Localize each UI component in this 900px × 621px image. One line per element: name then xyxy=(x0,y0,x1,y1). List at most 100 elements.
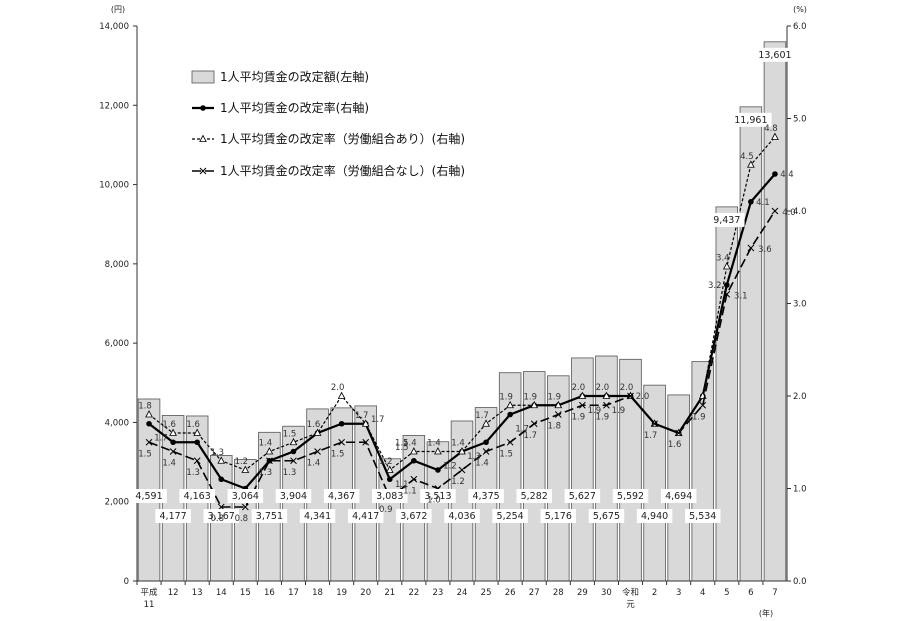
rate-without-union-label: 1.4 xyxy=(475,459,489,469)
rate-overall-label: 4.4 xyxy=(780,170,794,180)
amount-label-bg xyxy=(540,509,577,523)
marker-rate-with-union xyxy=(578,391,587,399)
x-axis-tick-label: 16 xyxy=(264,588,275,598)
marker-rate-without-union xyxy=(723,290,731,298)
marker-rate-without-union xyxy=(699,401,707,409)
amount-label-bg xyxy=(347,509,384,523)
x-axis-tick-label: 7 xyxy=(772,588,777,598)
legend-marker xyxy=(199,167,207,175)
amount-label-bg xyxy=(203,509,240,523)
marker-rate-without-union xyxy=(530,420,538,428)
rate-overall-label: 3.2 xyxy=(708,281,722,291)
left-axis-unit: (円) xyxy=(111,5,125,14)
marker-rate-with-union xyxy=(217,456,226,464)
marker-rate-overall xyxy=(170,439,176,446)
amount-label-bg xyxy=(660,489,697,503)
left-axis-tick-label: 8,000 xyxy=(105,260,129,270)
rate-overall-label: 1.9 xyxy=(612,406,626,416)
marker-rate-without-union xyxy=(579,401,586,409)
marker-rate-without-union xyxy=(266,457,273,465)
amount-label: 5,592 xyxy=(617,491,644,502)
marker-rate-overall xyxy=(724,282,730,288)
legend-swatch-amount xyxy=(191,70,215,84)
x-axis-tick-label: 18 xyxy=(312,588,323,598)
rate-without-union-label: 1.4 xyxy=(307,459,321,469)
marker-rate-without-union xyxy=(771,207,779,215)
amount-label: 13,601 xyxy=(758,50,791,61)
amount-label-bg xyxy=(299,509,336,523)
marker-rate-overall xyxy=(338,420,345,427)
rate-with-union-label: 2.0 xyxy=(620,383,634,393)
amount-label-bg xyxy=(179,489,215,503)
rate-overall-label: 1.9 xyxy=(588,406,602,416)
marker-rate-with-union xyxy=(289,437,298,446)
right-axis-tick-label: 3.0 xyxy=(793,300,807,310)
right-axis-tick-label: 0.0 xyxy=(793,577,807,587)
rate-with-union-label: 4.5 xyxy=(740,152,754,162)
x-axis-tick-label: 27 xyxy=(529,588,540,598)
marker-rate-without-union xyxy=(747,244,755,252)
marker-rate-without-union xyxy=(290,457,297,465)
legend-marker xyxy=(199,134,207,142)
rate-with-union-label: 1.4 xyxy=(427,439,441,449)
rate-without-union-label: 1.5 xyxy=(331,449,345,459)
x-axis-tick-label: 19 xyxy=(336,588,347,598)
marker-rate-with-union xyxy=(241,465,250,473)
rate-without-union-label: 3.1 xyxy=(734,291,748,301)
amount-label: 4,591 xyxy=(135,491,162,502)
rate-with-union-label: 1.9 xyxy=(523,392,537,402)
left-axis-tick-label: 0 xyxy=(124,577,129,587)
rate-with-union-label: 4.8 xyxy=(764,124,778,134)
left-axis-tick-label: 12,000 xyxy=(99,101,129,111)
x-axis-tick-label: 28 xyxy=(553,588,564,598)
x-axis-tick-label: 22 xyxy=(408,588,419,598)
amount-label-bg xyxy=(636,509,673,523)
marker-rate-with-union xyxy=(771,132,779,140)
marker-rate-with-union xyxy=(145,410,153,418)
marker-rate-with-union xyxy=(169,428,177,436)
amount-label: 9,437 xyxy=(713,215,740,226)
rate-without-union-label: 1.7 xyxy=(523,431,537,441)
marker-rate-overall xyxy=(386,476,393,483)
marker-rate-without-union xyxy=(506,438,514,446)
marker-rate-overall xyxy=(411,457,417,464)
x-axis-tick-label: 29 xyxy=(577,588,588,598)
amount-label-bg xyxy=(754,47,796,62)
amount-label: 11,961 xyxy=(734,115,767,126)
rate-overall-label: 2.0 xyxy=(636,392,650,402)
amount-label-bg xyxy=(684,509,721,523)
marker-rate-with-union xyxy=(409,447,418,455)
amount-label: 3,083 xyxy=(376,491,403,502)
amount-label: 4,940 xyxy=(641,511,668,522)
marker-rate-with-union xyxy=(602,391,611,399)
amount-label: 3,167 xyxy=(208,511,235,522)
amount-label: 5,176 xyxy=(545,511,572,522)
marker-rate-overall xyxy=(146,420,152,427)
rate-with-union-label: 1.9 xyxy=(499,392,513,402)
amount-label-bg xyxy=(709,212,745,227)
marker-rate-without-union xyxy=(145,438,153,446)
x-axis-tick-label: 21 xyxy=(384,588,395,598)
x-axis-tick-label: 6 xyxy=(748,588,753,598)
rate-with-union-label: 3.4 xyxy=(716,254,730,264)
rate-without-union-label: 1.9 xyxy=(692,412,706,422)
x-axis-tick-label: 平成 11 xyxy=(141,587,159,610)
legend-marker xyxy=(200,105,206,111)
rate-with-union-label: 1.2 xyxy=(379,457,393,467)
marker-rate-with-union xyxy=(530,400,539,409)
rate-overall-label: 1.5 xyxy=(395,438,409,448)
amount-label-bg xyxy=(227,489,264,503)
x-axis-tick-label: 23 xyxy=(433,588,444,598)
amount-label-bg xyxy=(730,112,772,127)
rate-with-union-label: 1.3 xyxy=(210,448,224,458)
amount-label: 3,904 xyxy=(280,491,307,502)
amount-label: 4,417 xyxy=(352,511,379,522)
right-axis-tick-label: 2.0 xyxy=(793,392,807,402)
amount-label: 5,675 xyxy=(593,511,620,522)
amount-label: 4,177 xyxy=(160,511,187,522)
rate-without-union-label: 4.0 xyxy=(782,208,796,218)
rate-overall-label: 1.3 xyxy=(467,452,481,462)
rate-overall-label: 1.7 xyxy=(515,424,529,434)
right-axis-tick-label: 1.0 xyxy=(793,485,807,495)
